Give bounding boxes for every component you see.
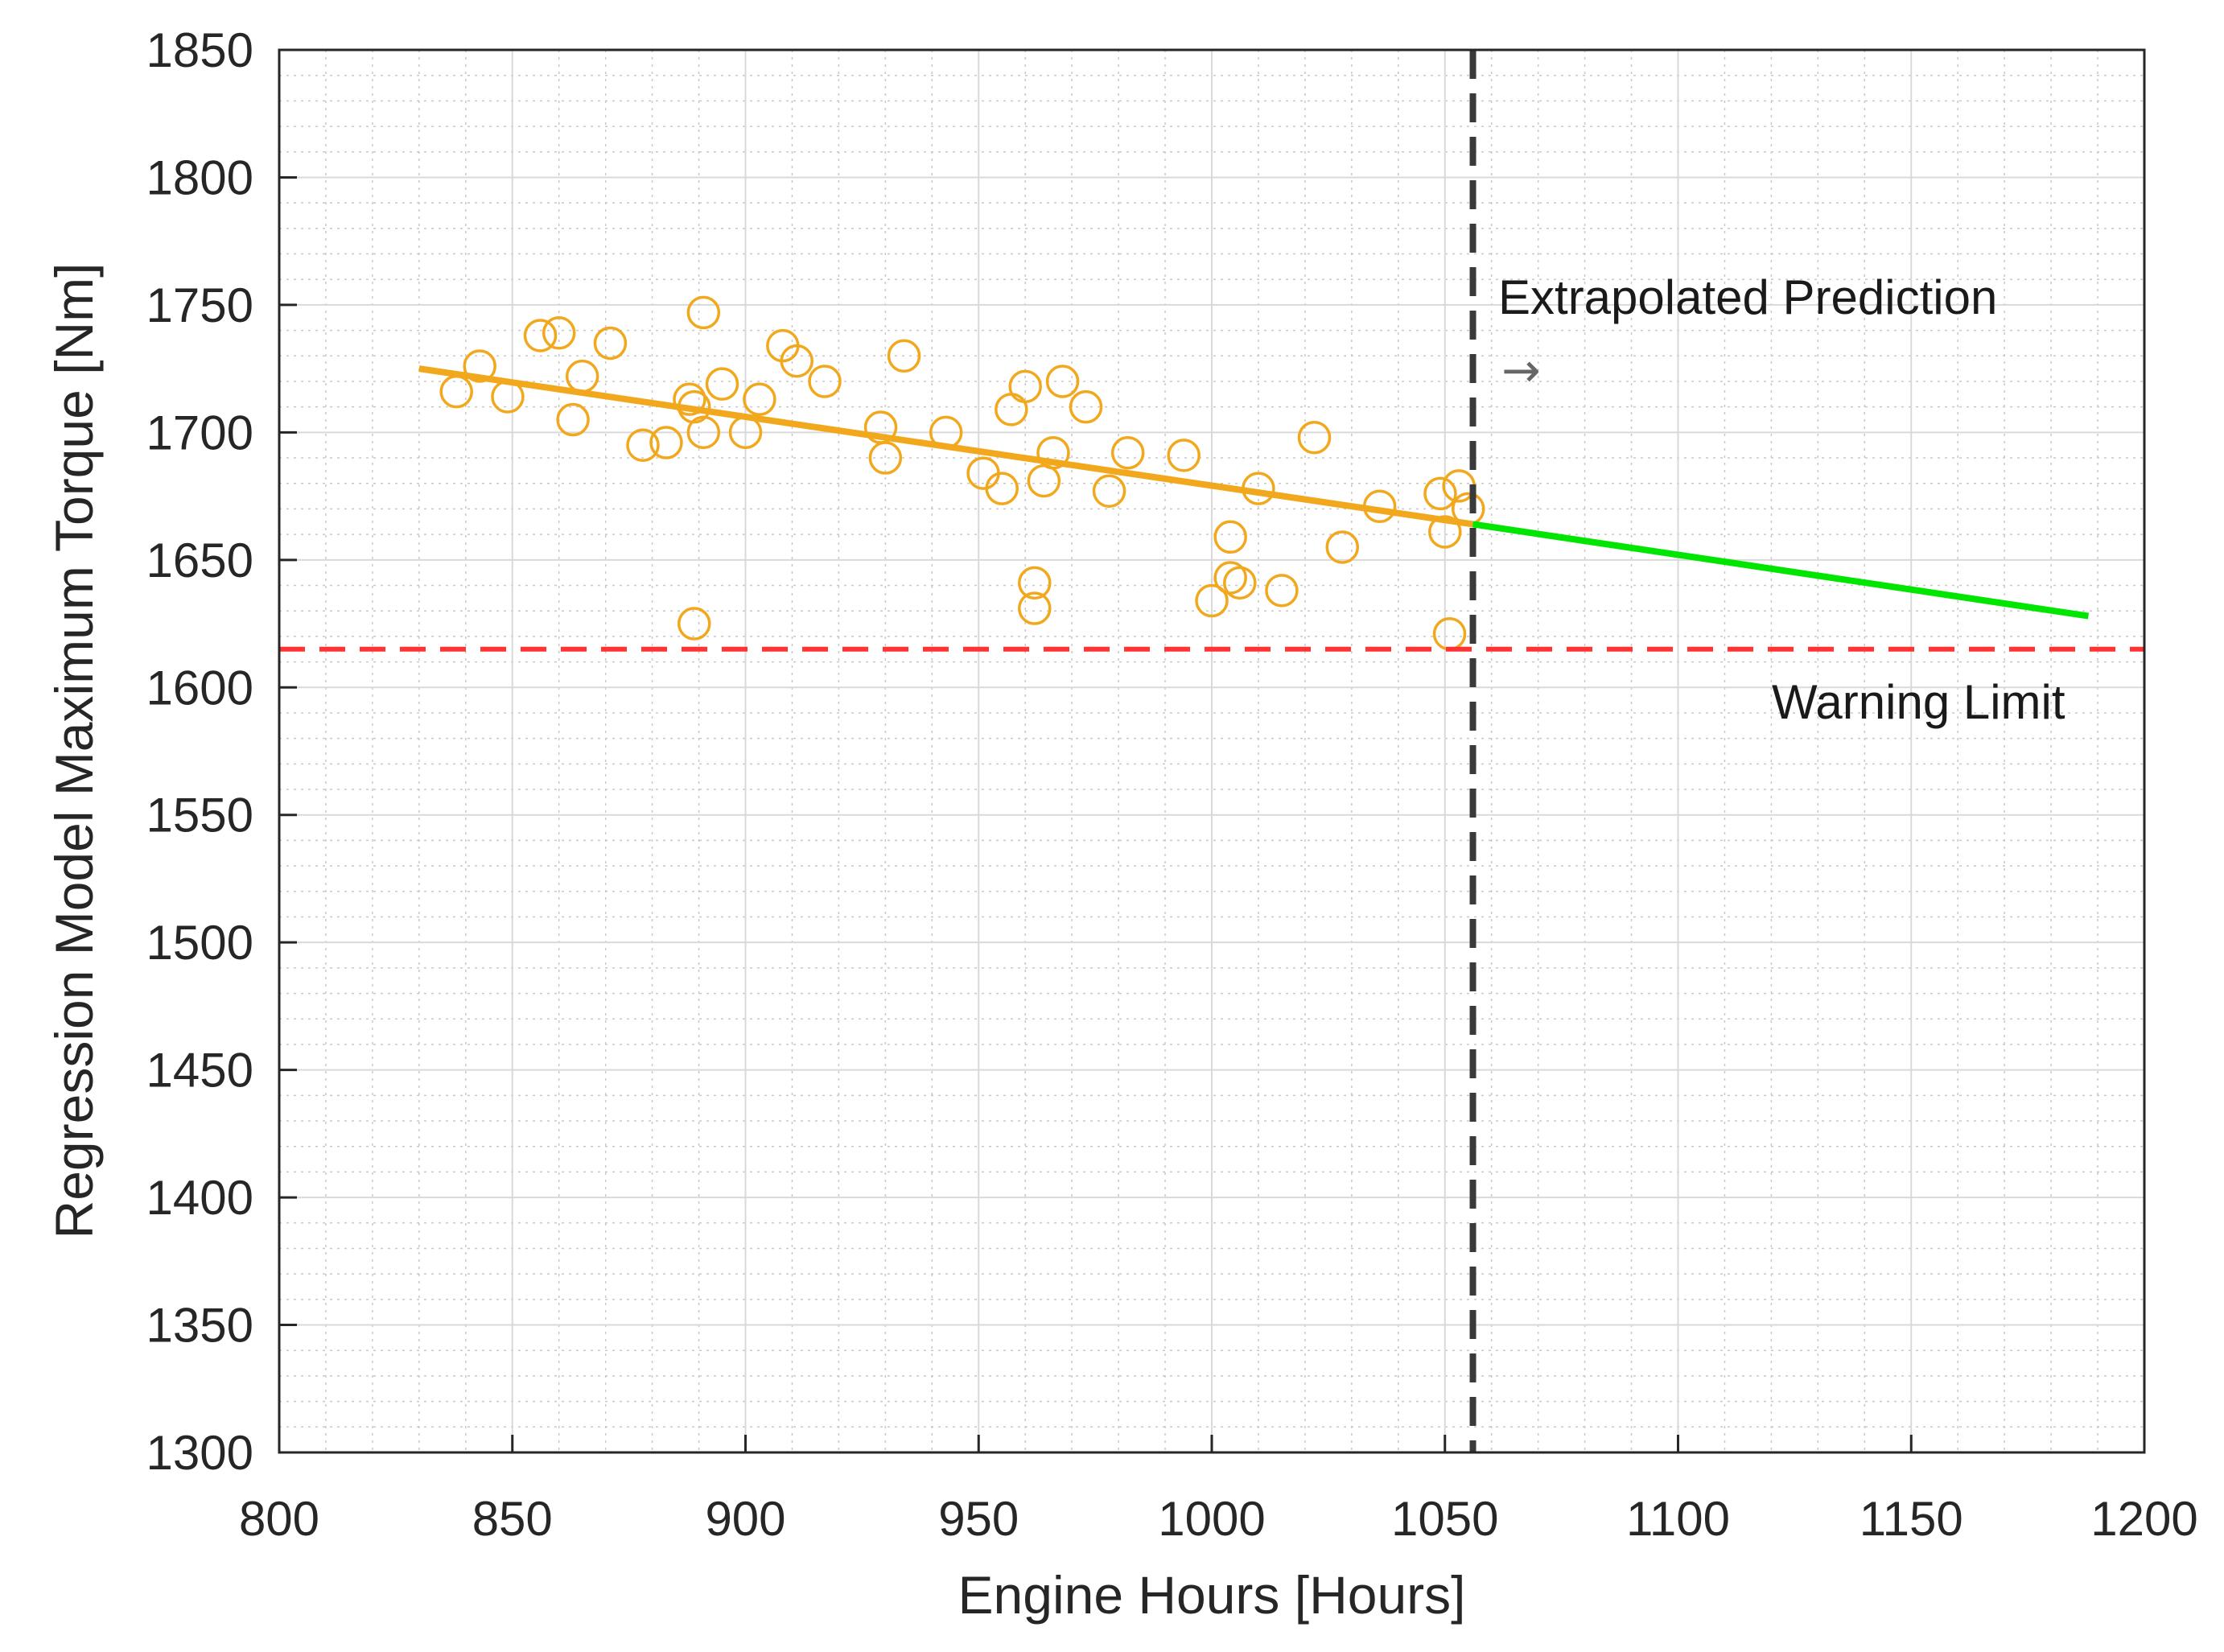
y-tick-label: 1550 [146, 789, 253, 842]
scatter-point [1325, 530, 1360, 564]
scatter-point [1297, 420, 1332, 455]
y-tick-labels: 1300 1350 1400 1450 1500 1550 1600 1650 1700 1750… [146, 23, 253, 1480]
x-tick-labels: 800 850 900 950 1000 1050 1100 1150 1200 [239, 1492, 2198, 1546]
scatter-point [673, 382, 706, 416]
warning-limit-label: Warning Limit [1772, 675, 2065, 729]
scatter-point [1213, 520, 1247, 554]
scatter-point [808, 365, 842, 398]
y-tick-label: 1750 [146, 278, 253, 332]
y-tick-label: 1600 [146, 661, 253, 715]
scatter-point [1428, 515, 1462, 549]
scatter-point [705, 367, 739, 401]
fit-lines [418, 365, 2090, 620]
plot-area [278, 48, 2146, 1454]
scatter-point [1018, 566, 1052, 600]
scatter-point [1167, 439, 1201, 472]
x-tick-label: 1150 [1860, 1492, 1963, 1546]
y-tick-label: 1850 [146, 23, 253, 77]
scatter-point [1036, 435, 1070, 470]
x-tick-label: 1050 [1391, 1492, 1498, 1546]
prediction-label: Extrapolated Prediction [1498, 270, 1997, 324]
x-tick-label: 1100 [1626, 1492, 1730, 1546]
x-tick-label: 800 [239, 1492, 319, 1546]
scatter-point [593, 326, 628, 360]
scatter-point [1045, 365, 1080, 398]
scatter-point [743, 382, 776, 416]
scatter-point [1423, 476, 1457, 511]
y-tick-label: 1400 [146, 1171, 253, 1225]
scatter-point [556, 402, 590, 437]
scatter-point [649, 426, 683, 459]
scatter-point [1008, 369, 1042, 404]
regression-fit-line [418, 365, 1474, 528]
x-tick-label: 900 [705, 1492, 785, 1546]
scatter-point [542, 316, 576, 350]
y-tick-label: 1350 [146, 1299, 253, 1353]
prediction-line [1472, 521, 2090, 620]
scatter-point [1018, 591, 1052, 625]
scatter-point [985, 472, 1019, 505]
scatter-point [1223, 566, 1257, 600]
x-tick-label: 1200 [2090, 1492, 2197, 1546]
scatter-point [887, 339, 921, 373]
y-axis-title: Regression Model Maximum Torque [Nm] [44, 263, 104, 1239]
scatter-point [868, 441, 903, 475]
scatter-point [523, 319, 558, 352]
scatter-point [686, 295, 721, 330]
x-axis-title: Engine Hours [Hours] [958, 1565, 1466, 1625]
scatter-point [1265, 574, 1299, 608]
y-tick-label: 1700 [146, 406, 253, 459]
x-tick-label: 950 [938, 1492, 1019, 1546]
scatter-point [1069, 389, 1103, 424]
scatter-point [1092, 474, 1126, 509]
scatter-point [780, 344, 813, 378]
scatter-point [677, 607, 711, 641]
scatter-point [1110, 435, 1145, 470]
right-arrow-icon: → [1501, 343, 1541, 398]
y-tick-label: 1300 [146, 1426, 253, 1480]
reference-lines [279, 50, 2144, 1452]
scatter-point [463, 349, 496, 383]
scatter-point [1195, 583, 1229, 618]
y-tick-label: 1650 [146, 534, 253, 587]
axis-ticks [278, 48, 2146, 1454]
scatter-point [686, 415, 721, 450]
x-tick-label: 850 [472, 1492, 553, 1546]
x-tick-label: 1000 [1158, 1492, 1265, 1546]
minor-grid [279, 50, 2144, 1452]
y-tick-label: 1800 [146, 150, 253, 204]
y-tick-label: 1450 [146, 1044, 253, 1098]
scatter-point [1213, 561, 1247, 595]
y-tick-label: 1500 [146, 916, 253, 970]
scatter-point [626, 428, 660, 462]
